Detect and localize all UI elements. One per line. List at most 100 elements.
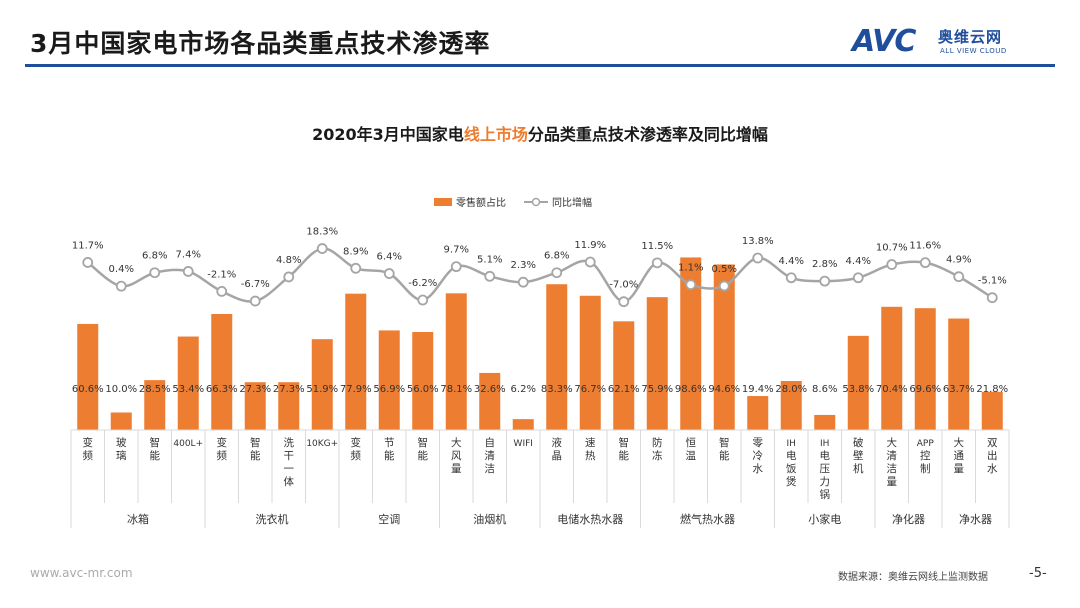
bar bbox=[646, 297, 668, 430]
title-underline bbox=[25, 64, 1055, 67]
growth-point bbox=[953, 271, 965, 283]
growth-data-label: 4.9% bbox=[946, 255, 971, 266]
group-label: 电储水热水器 bbox=[557, 512, 623, 526]
category-label: 智能 bbox=[150, 436, 161, 462]
growth-point bbox=[484, 270, 496, 282]
growth-point bbox=[819, 275, 831, 287]
bar-data-label: 53.4% bbox=[172, 384, 204, 395]
growth-point bbox=[852, 272, 864, 284]
growth-point bbox=[517, 276, 529, 288]
bar-data-label: 19.4% bbox=[742, 384, 774, 395]
group-label: 净水器 bbox=[959, 512, 992, 526]
data-source: 数据来源：奥维云网线上监测数据 bbox=[838, 572, 988, 583]
growth-point bbox=[283, 271, 295, 283]
bar bbox=[613, 321, 635, 430]
bar bbox=[144, 380, 166, 430]
growth-point bbox=[149, 267, 161, 279]
growth-point bbox=[216, 286, 228, 297]
growth-data-label: 8.9% bbox=[343, 246, 368, 257]
growth-data-label: 1.1% bbox=[678, 263, 703, 274]
bar-data-label: 76.7% bbox=[574, 384, 606, 395]
group-label: 冰箱 bbox=[127, 512, 149, 526]
growth-data-label: 0.4% bbox=[109, 264, 134, 275]
category-label: IH 电饭煲 bbox=[786, 439, 797, 488]
website-url: www.avc-mr.com bbox=[30, 566, 133, 580]
growth-data-label: 5.1% bbox=[477, 254, 502, 265]
legend-line-marker bbox=[531, 197, 541, 207]
category-label: 智能 bbox=[619, 436, 630, 462]
growth-data-label: 4.4% bbox=[779, 256, 804, 267]
bar-data-label: 10.0% bbox=[105, 384, 137, 395]
category-label: 洗干一体 bbox=[284, 437, 295, 488]
bar-data-label: 63.7% bbox=[943, 384, 975, 395]
bar-data-label: 75.9% bbox=[641, 384, 673, 395]
bar-data-label: 28.0% bbox=[775, 384, 807, 395]
growth-point bbox=[82, 257, 94, 268]
group-label: 空调 bbox=[378, 512, 400, 526]
category-label: 400L+ bbox=[173, 439, 203, 449]
avc-logo: AVC 奥维云网 ALL VIEW CLOUD bbox=[852, 22, 1052, 62]
bar-data-label: 27.3% bbox=[273, 384, 305, 395]
growth-point bbox=[249, 295, 261, 307]
bar-data-label: 6.2% bbox=[511, 384, 536, 395]
growth-data-label: 11.5% bbox=[641, 241, 673, 252]
bar bbox=[412, 332, 434, 430]
bar bbox=[278, 382, 300, 430]
growth-data-label: 2.8% bbox=[812, 259, 837, 270]
growth-point bbox=[350, 262, 362, 274]
bar-data-label: 94.6% bbox=[708, 384, 740, 395]
bar bbox=[512, 419, 534, 430]
bar-data-label: 83.3% bbox=[541, 384, 573, 395]
growth-point bbox=[316, 243, 328, 254]
page-title: 3月中国家电市场各品类重点技术渗透率 bbox=[30, 29, 491, 58]
bar-data-label: 53.8% bbox=[842, 384, 874, 395]
bar-data-label: 70.4% bbox=[876, 384, 908, 395]
bar bbox=[211, 313, 233, 430]
bar bbox=[579, 295, 601, 430]
growth-point bbox=[618, 296, 630, 308]
growth-data-label: 6.8% bbox=[544, 251, 569, 262]
category-label: 防冻 bbox=[652, 436, 663, 462]
category-label: 智能 bbox=[250, 436, 261, 462]
bar bbox=[345, 293, 367, 430]
growth-data-label: -5.1% bbox=[978, 276, 1007, 287]
growth-data-label: 11.6% bbox=[909, 241, 941, 252]
group-label: 洗衣机 bbox=[256, 512, 289, 526]
growth-data-label: 11.7% bbox=[72, 240, 104, 251]
growth-line bbox=[86, 247, 993, 303]
bar bbox=[881, 306, 903, 430]
category-label: 节能 bbox=[384, 437, 395, 462]
growth-point bbox=[886, 259, 898, 270]
category-label: 智能 bbox=[719, 436, 730, 462]
bar-data-label: 56.9% bbox=[373, 384, 405, 395]
growth-point bbox=[685, 279, 697, 291]
bar-data-label: 69.6% bbox=[909, 384, 941, 395]
category-label: 10KG+ bbox=[306, 439, 338, 449]
growth-data-label: 7.4% bbox=[176, 249, 201, 260]
growth-point bbox=[182, 266, 194, 277]
bar bbox=[847, 335, 869, 430]
legend-bar-label: 零售额占比 bbox=[456, 196, 506, 209]
growth-point bbox=[584, 256, 596, 268]
bar-data-label: 78.1% bbox=[440, 384, 472, 395]
growth-point bbox=[986, 292, 998, 304]
category-label: IH 电压力锅 bbox=[820, 439, 831, 501]
category-label: 液晶 bbox=[552, 436, 563, 462]
bar-data-label: 27.3% bbox=[239, 384, 271, 395]
category-label: 变频 bbox=[217, 436, 228, 462]
bar bbox=[110, 412, 132, 430]
growth-point bbox=[417, 294, 429, 306]
bar bbox=[747, 396, 769, 430]
category-label: 双出水 bbox=[987, 437, 998, 475]
bar bbox=[948, 318, 970, 430]
growth-data-label: -6.7% bbox=[241, 279, 270, 290]
bar-data-label: 51.9% bbox=[306, 384, 338, 395]
chart-title: 2020年3月中国家电线上市场分品类重点技术渗透率及同比增幅 bbox=[312, 125, 768, 144]
category-label: 速热 bbox=[585, 437, 596, 462]
group-label: 小家电 bbox=[808, 512, 841, 526]
bar bbox=[445, 293, 467, 430]
growth-point bbox=[115, 280, 127, 292]
growth-point bbox=[785, 272, 797, 284]
category-label: 大风量 bbox=[451, 436, 462, 475]
